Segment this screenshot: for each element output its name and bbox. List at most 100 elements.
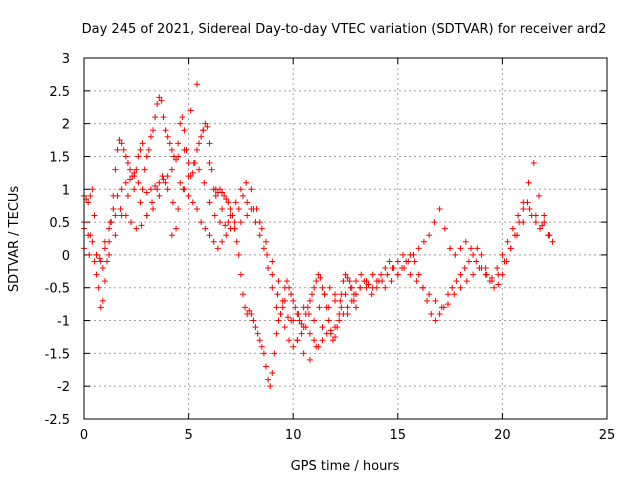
y-tick-label: 1.5 <box>49 150 70 165</box>
data-point <box>358 271 365 278</box>
data-point <box>453 278 460 285</box>
data-point <box>177 179 184 186</box>
data-point <box>290 297 297 304</box>
data-point <box>139 186 146 193</box>
data-point <box>298 330 305 337</box>
data-point <box>211 212 218 219</box>
data-point <box>468 245 475 252</box>
data-point <box>233 238 240 245</box>
data-point <box>504 238 511 245</box>
data-point <box>507 245 514 252</box>
data-point <box>256 219 263 226</box>
data-point <box>231 219 238 226</box>
data-point <box>488 274 495 281</box>
data-point <box>135 153 142 160</box>
data-point <box>426 232 433 239</box>
data-point <box>106 225 113 232</box>
data-point <box>150 127 157 134</box>
data-point <box>382 284 389 291</box>
y-tick-label: 2 <box>62 118 70 133</box>
data-point <box>177 120 184 127</box>
data-point <box>185 160 192 167</box>
data-point <box>269 370 276 377</box>
y-tick-label: 1 <box>62 183 70 198</box>
data-point <box>202 120 209 127</box>
data-point <box>384 271 391 278</box>
data-point <box>254 330 261 337</box>
data-point <box>279 304 286 311</box>
data-point <box>286 337 293 344</box>
x-tick-label: 15 <box>390 428 407 443</box>
data-point <box>509 225 516 232</box>
data-point <box>206 199 213 206</box>
data-point <box>237 186 244 193</box>
data-point <box>162 127 169 134</box>
data-point <box>143 153 150 160</box>
y-tick-label: -2 <box>57 380 70 395</box>
data-point <box>175 153 182 160</box>
series-sdtvar-trace-4 <box>81 81 552 363</box>
data-point <box>164 186 171 193</box>
data-point <box>541 219 548 226</box>
data-point <box>221 192 228 199</box>
data-point <box>193 205 200 212</box>
data-point <box>274 291 281 298</box>
data-point <box>101 238 108 245</box>
data-point <box>491 284 498 291</box>
data-point <box>210 238 217 245</box>
data-point <box>344 310 351 317</box>
data-point <box>222 222 229 229</box>
data-point <box>470 271 477 278</box>
data-point <box>332 324 339 331</box>
data-point <box>389 265 396 272</box>
data-point <box>313 278 320 285</box>
data-point <box>122 179 129 186</box>
data-point <box>173 156 180 163</box>
data-point <box>271 350 278 357</box>
data-point <box>336 317 343 324</box>
data-point <box>311 284 318 291</box>
data-point <box>520 219 527 226</box>
data-point <box>196 140 203 147</box>
data-point <box>313 343 320 350</box>
data-point <box>436 310 443 317</box>
data-point <box>457 245 464 252</box>
data-point <box>227 212 234 219</box>
data-point <box>369 271 376 278</box>
data-point <box>168 166 175 173</box>
data-point <box>394 258 401 265</box>
data-point <box>340 278 347 285</box>
data-point <box>265 376 272 383</box>
data-point <box>424 297 431 304</box>
data-point <box>306 297 313 304</box>
data-point <box>461 265 468 272</box>
data-point <box>127 166 134 173</box>
data-point <box>128 219 135 226</box>
data-point <box>112 166 119 173</box>
data-point <box>342 271 349 278</box>
data-point <box>116 137 123 144</box>
data-point <box>101 245 108 252</box>
data-point <box>91 212 98 219</box>
data-point <box>415 271 422 278</box>
data-point <box>239 192 246 199</box>
data-point <box>231 225 238 232</box>
data-point <box>258 343 265 350</box>
data-point <box>413 278 420 285</box>
data-point <box>147 186 154 193</box>
data-point <box>288 317 295 324</box>
data-point <box>405 258 412 265</box>
data-point <box>465 258 472 265</box>
data-point <box>179 114 186 121</box>
data-point <box>265 265 272 272</box>
data-point <box>223 196 230 203</box>
data-point <box>106 251 113 258</box>
data-point <box>438 304 445 311</box>
data-point <box>432 297 439 304</box>
data-point <box>319 284 326 291</box>
data-point <box>296 317 303 324</box>
data-point <box>152 182 159 189</box>
data-point <box>248 310 255 317</box>
data-point <box>386 258 393 265</box>
